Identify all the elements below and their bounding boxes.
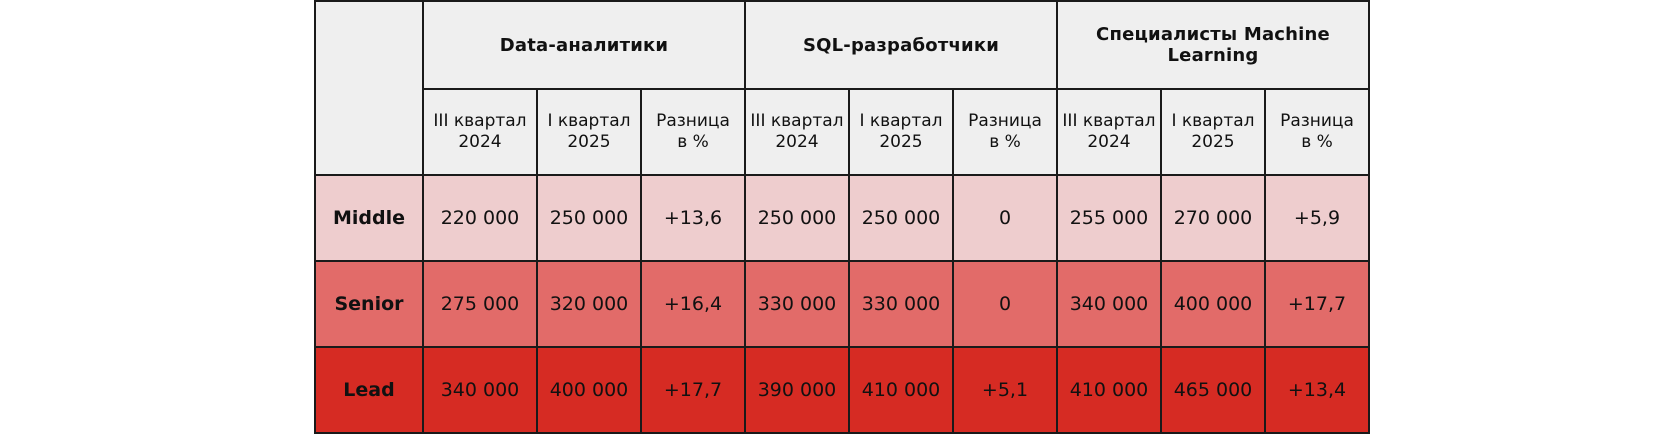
- level-label: Lead: [314, 346, 424, 434]
- table-cell: +16,4: [640, 260, 746, 348]
- group-header-data-analysts: Data-аналитики: [422, 0, 746, 90]
- table-cell: 410 000: [1056, 346, 1162, 434]
- subheader-q1-2025: I квартал 2025: [1160, 88, 1266, 176]
- table-cell: 220 000: [422, 174, 538, 262]
- level-label: Middle: [314, 174, 424, 262]
- table-row-middle: Middle 220 000 250 000 +13,6 250 000 250…: [314, 174, 1370, 262]
- table-cell: +5,1: [952, 346, 1058, 434]
- salary-comparison-table: Data-аналитики SQL-разработчики Специали…: [314, 0, 1370, 434]
- subheader-diff-percent: Разница в %: [640, 88, 746, 176]
- table-cell: +17,7: [640, 346, 746, 434]
- table-cell: 250 000: [536, 174, 642, 262]
- table-cell: 340 000: [422, 346, 538, 434]
- table-cell: 330 000: [848, 260, 954, 348]
- table-cell: 270 000: [1160, 174, 1266, 262]
- table-cell: 250 000: [744, 174, 850, 262]
- table-cell: +5,9: [1264, 174, 1370, 262]
- table-cell: 320 000: [536, 260, 642, 348]
- table-cell: +13,4: [1264, 346, 1370, 434]
- subheader-q1-2025: I квартал 2025: [848, 88, 954, 176]
- subheader-q1-2025: I квартал 2025: [536, 88, 642, 176]
- group-header-ml-specialists: Специалисты Machine Learning: [1056, 0, 1370, 90]
- table-cell: +17,7: [1264, 260, 1370, 348]
- table-cell: 250 000: [848, 174, 954, 262]
- table-cell: 400 000: [536, 346, 642, 434]
- table-cell: 410 000: [848, 346, 954, 434]
- subheader-diff-percent: Разница в %: [1264, 88, 1370, 176]
- table-cell: 400 000: [1160, 260, 1266, 348]
- table-cell: 275 000: [422, 260, 538, 348]
- subheader-q3-2024: III квартал 2024: [1056, 88, 1162, 176]
- subheader-diff-percent: Разница в %: [952, 88, 1058, 176]
- table-cell: 255 000: [1056, 174, 1162, 262]
- table-cell: +13,6: [640, 174, 746, 262]
- level-label: Senior: [314, 260, 424, 348]
- table-cell: 0: [952, 260, 1058, 348]
- table-cell: 340 000: [1056, 260, 1162, 348]
- subheader-q3-2024: III квартал 2024: [744, 88, 850, 176]
- table-cell: 465 000: [1160, 346, 1266, 434]
- table-cell: 330 000: [744, 260, 850, 348]
- group-header-sql-developers: SQL-разработчики: [744, 0, 1058, 90]
- subheader-q3-2024: III квартал 2024: [422, 88, 538, 176]
- corner-cell: [314, 0, 424, 176]
- table-row-senior: Senior 275 000 320 000 +16,4 330 000 330…: [314, 260, 1370, 348]
- table-cell: 390 000: [744, 346, 850, 434]
- table-row-lead: Lead 340 000 400 000 +17,7 390 000 410 0…: [314, 346, 1370, 434]
- table-cell: 0: [952, 174, 1058, 262]
